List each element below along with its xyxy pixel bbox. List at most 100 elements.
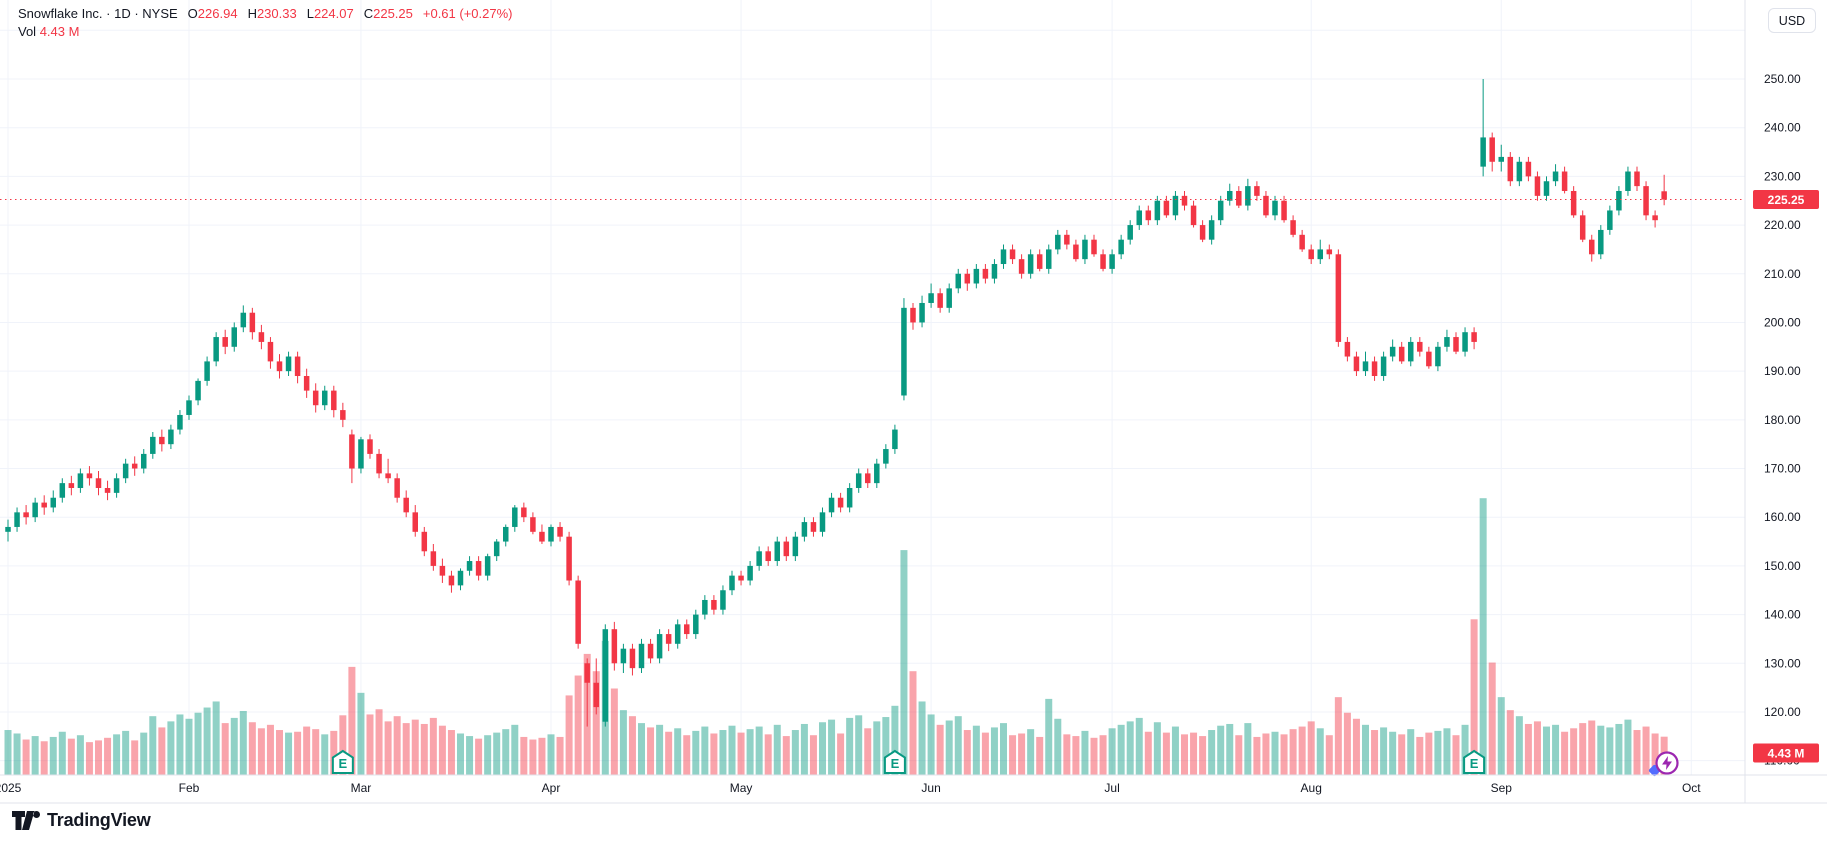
candle-body <box>702 599 708 615</box>
time-axis-label: Jun <box>921 781 940 795</box>
volume-bar <box>773 724 781 775</box>
candle-body <box>41 502 47 508</box>
candle-body <box>1335 254 1342 342</box>
volume-bar <box>1181 734 1188 775</box>
volume-bar <box>167 721 175 775</box>
earnings-marker[interactable]: E <box>331 749 354 774</box>
candle-body <box>530 517 536 532</box>
candle-body <box>131 463 138 469</box>
candle-body <box>810 522 817 532</box>
volume-bar <box>1389 731 1397 775</box>
candle-body <box>349 434 355 469</box>
volume-bar <box>339 715 347 775</box>
volume-bar <box>1543 726 1550 775</box>
price-axis-panel[interactable] <box>1745 0 1827 803</box>
volume-bar <box>420 723 428 775</box>
volume-bar <box>484 735 492 775</box>
volume-bar <box>429 717 437 775</box>
candle-body <box>267 341 274 362</box>
candle-body <box>439 565 446 576</box>
volume-bar <box>357 692 365 775</box>
earnings-marker[interactable]: E <box>883 749 906 774</box>
price-axis-label: 230.00 <box>1764 169 1801 183</box>
candle-body <box>539 531 545 542</box>
candle-body <box>457 570 464 586</box>
candle-body <box>819 512 826 532</box>
volume-bar <box>312 729 320 775</box>
volume-bar <box>936 724 944 775</box>
candle-body <box>855 473 862 488</box>
volume-bar <box>683 735 691 775</box>
volume-bar <box>1000 723 1007 775</box>
candle-body <box>1380 356 1387 377</box>
candle-series[interactable] <box>5 79 1667 727</box>
candle-body <box>1371 361 1378 377</box>
price-axis-label: 170.00 <box>1764 462 1801 476</box>
candle-body <box>367 439 373 454</box>
volume-bar <box>257 728 265 775</box>
earnings-badge-shape <box>883 749 906 774</box>
candle-body <box>756 551 762 566</box>
time-axis-label: Jul <box>1104 781 1119 795</box>
candle-body <box>385 473 391 479</box>
volume-bar <box>1244 723 1252 775</box>
candle-body <box>1091 239 1097 255</box>
candle-body <box>738 575 744 581</box>
volume-bar <box>321 734 329 775</box>
candle-body <box>973 268 980 284</box>
candle-body <box>1109 254 1115 269</box>
volume-bar <box>1135 717 1143 775</box>
volume-bar <box>185 718 193 775</box>
volume-bar <box>1027 729 1035 775</box>
candle-body <box>403 497 409 513</box>
candle-body <box>484 556 491 576</box>
volume-pane[interactable] <box>4 498 1668 775</box>
volume-bar <box>990 727 998 775</box>
open-value: 226.94 <box>197 6 238 21</box>
candle-body <box>1009 249 1016 260</box>
candle-body <box>665 634 672 644</box>
candle-body <box>783 541 790 557</box>
earnings-marker[interactable]: E <box>1463 749 1486 774</box>
volume-bar <box>248 722 256 775</box>
candle-body <box>1055 234 1061 250</box>
volume-bar <box>1117 724 1125 775</box>
tradingview-logo-icon <box>12 811 40 830</box>
symbol-legend[interactable]: Snowflake Inc. · 1D · NYSE O226.94 H230.33… <box>18 5 513 41</box>
volume-bar <box>239 710 247 775</box>
volume-bar <box>1651 733 1659 775</box>
volume-bar <box>294 731 302 775</box>
candle-body <box>503 526 509 542</box>
candle-body <box>1018 259 1025 274</box>
volume-bar <box>692 730 700 775</box>
candle-body <box>1525 161 1532 177</box>
volume-bar <box>972 725 980 775</box>
candle-body <box>1453 337 1459 352</box>
volume-bar <box>22 739 30 775</box>
candle-body <box>1398 346 1405 362</box>
candle-body <box>493 541 500 557</box>
candle-body <box>711 599 717 610</box>
candle-body <box>1290 220 1296 235</box>
time-axis-label: Oct <box>1682 781 1701 795</box>
symbol-title[interactable]: Snowflake Inc. · 1D · NYSE <box>18 6 178 21</box>
instant-trading-bolt-icon[interactable] <box>1648 751 1679 777</box>
candle-body <box>892 429 898 450</box>
candle-body <box>412 512 418 532</box>
candle-body <box>68 483 75 488</box>
volume-bar <box>366 714 374 775</box>
candle-body <box>629 648 636 669</box>
candle-body <box>1444 337 1450 347</box>
candle-body <box>1190 205 1197 226</box>
candle-body <box>113 478 120 493</box>
candle-body <box>1263 195 1269 216</box>
candle-body <box>747 565 753 581</box>
tradingview-logo[interactable]: TradingView <box>12 810 151 831</box>
candle-body <box>883 449 889 464</box>
candle-body <box>611 629 618 664</box>
volume-bar <box>1642 726 1650 775</box>
candle-body <box>1598 229 1604 255</box>
currency-toggle-button[interactable]: USD <box>1768 8 1816 33</box>
candle-body <box>1408 341 1414 362</box>
